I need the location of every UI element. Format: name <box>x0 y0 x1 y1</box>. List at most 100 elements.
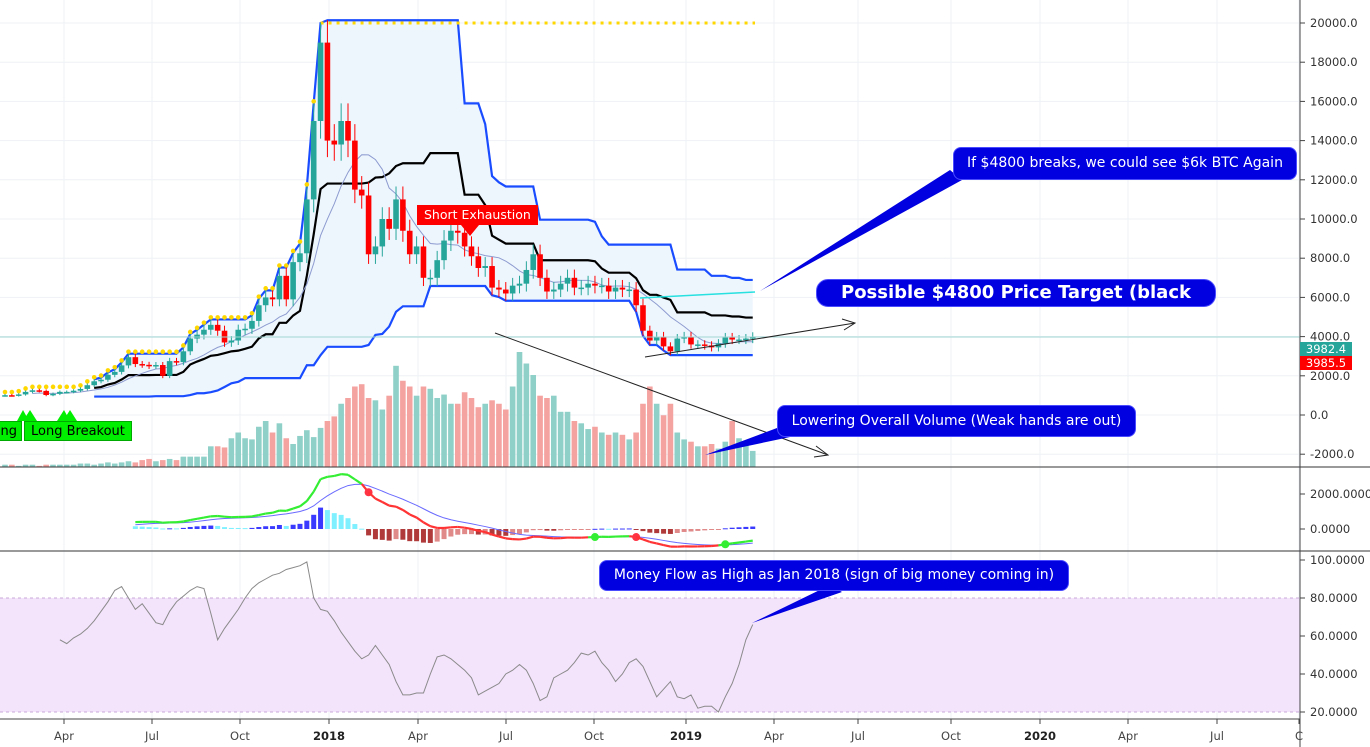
volume-bar <box>393 365 399 467</box>
macd-histogram-bar <box>654 529 660 534</box>
macd-histogram-bar <box>510 529 516 536</box>
candle-body <box>434 260 440 278</box>
volume-bar <box>544 398 550 467</box>
macd-histogram-bar <box>496 529 502 536</box>
volume-bar <box>441 394 447 467</box>
volume-bar <box>523 363 530 467</box>
macd-histogram-bar <box>208 525 214 529</box>
high-dot <box>174 349 179 355</box>
macd-line-segment <box>354 478 363 485</box>
mfi-axis-label: 20.0000 <box>1310 705 1358 719</box>
volume-bar <box>530 375 537 467</box>
macd-histogram-bar <box>448 529 454 537</box>
candle-body <box>173 361 180 363</box>
time-axis-label: Jul <box>144 729 159 743</box>
volume-bar <box>571 421 578 467</box>
volume-bar <box>9 464 15 467</box>
candle-body <box>626 289 633 292</box>
high-dot <box>277 263 282 268</box>
macd-histogram-bar <box>345 518 351 529</box>
high-dot <box>208 315 214 320</box>
volume-bar <box>146 458 152 467</box>
long-label-partial: ong <box>0 421 22 441</box>
volume-bar <box>166 458 173 467</box>
candle-body <box>667 346 674 352</box>
macd-line-segment <box>176 520 184 524</box>
long-marker-icon <box>63 410 77 421</box>
macd-axis-label: 2000.0000 <box>1310 487 1370 501</box>
short-exhaustion-label: Short Exhaustion <box>417 205 538 225</box>
candle-body <box>633 289 639 306</box>
volume-bar <box>509 386 516 467</box>
candle-body <box>502 289 509 294</box>
time-axis-label: Apr <box>408 729 428 743</box>
candle-body <box>640 305 646 331</box>
macd-line-segment <box>327 474 335 478</box>
callout-volume[interactable]: Lowering Overall Volume (Weak hands are … <box>777 405 1136 437</box>
candle-body <box>70 390 77 393</box>
candle-body <box>393 199 399 229</box>
high-dot <box>78 383 83 388</box>
volume-bar <box>647 386 653 467</box>
macd-histogram-bar <box>729 527 735 529</box>
high-dot <box>249 310 255 316</box>
candle-body <box>317 42 324 121</box>
volume-bar <box>489 400 495 467</box>
candle-body <box>118 365 125 372</box>
macd-histogram-bar <box>434 529 440 542</box>
volume-bar <box>475 407 482 467</box>
high-dot <box>235 315 241 320</box>
macd-line-segment <box>519 537 527 541</box>
callout-price-target[interactable]: Possible $4800 Price Target (black line) <box>816 279 1216 329</box>
macd-histogram-bar <box>674 529 680 534</box>
callout-mfi[interactable]: Money Flow as High as Jan 2018 (sign of … <box>599 560 1069 591</box>
candle-body <box>9 395 15 397</box>
macd-line-segment <box>745 539 753 543</box>
candle-body <box>57 391 63 394</box>
high-dot <box>126 349 131 355</box>
macd-histogram-bar <box>468 529 474 535</box>
volume-bar <box>640 403 646 467</box>
macd-histogram-bar <box>167 528 173 530</box>
macd-line-segment <box>560 536 568 540</box>
last-price-tag: 3982.4 <box>1300 342 1352 356</box>
high-dot <box>242 315 248 320</box>
volume-bar <box>324 421 331 467</box>
macd-histogram-bar <box>613 528 619 530</box>
macd-line-segment <box>347 473 356 481</box>
volume-bar <box>249 439 255 467</box>
macd-histogram-bar <box>270 526 276 529</box>
volume-trend-arrowhead <box>813 445 830 458</box>
volume-bar <box>413 395 420 467</box>
macd-histogram-bar <box>647 529 653 533</box>
candle-body <box>304 199 310 254</box>
macd-histogram-bar <box>263 526 269 529</box>
macd-histogram-bar <box>578 529 584 530</box>
volume-bar <box>722 441 729 467</box>
high-dot <box>2 389 8 395</box>
candle-body <box>242 328 248 331</box>
volume-bar <box>187 456 194 467</box>
candle-body <box>544 277 550 292</box>
macd-histogram-bar <box>228 527 234 529</box>
callout-6k[interactable]: If $4800 breaks, we could see $6k BTC Ag… <box>953 147 1297 180</box>
macd-line-segment <box>471 527 479 532</box>
macd-histogram-bar <box>407 529 413 542</box>
macd-line-segment <box>251 513 260 518</box>
candle-body <box>63 391 70 394</box>
high-dot <box>9 389 15 395</box>
macd-line-segment <box>374 497 383 503</box>
time-axis-label: Apr <box>54 729 74 743</box>
macd-line-segment <box>341 473 349 476</box>
volume-bar <box>729 421 735 467</box>
axes: 20000.0 18000.0 16000.0 14000.0 12000.0 10000… <box>54 16 1370 743</box>
candle-body <box>365 195 372 255</box>
macd-line-segment <box>334 473 342 477</box>
candle-body <box>125 357 132 366</box>
support-trend-line[interactable] <box>644 322 856 358</box>
macd-line-segment <box>422 521 431 528</box>
volume-bar <box>743 441 749 467</box>
volume-bar <box>619 434 626 467</box>
candle-body <box>50 393 56 396</box>
